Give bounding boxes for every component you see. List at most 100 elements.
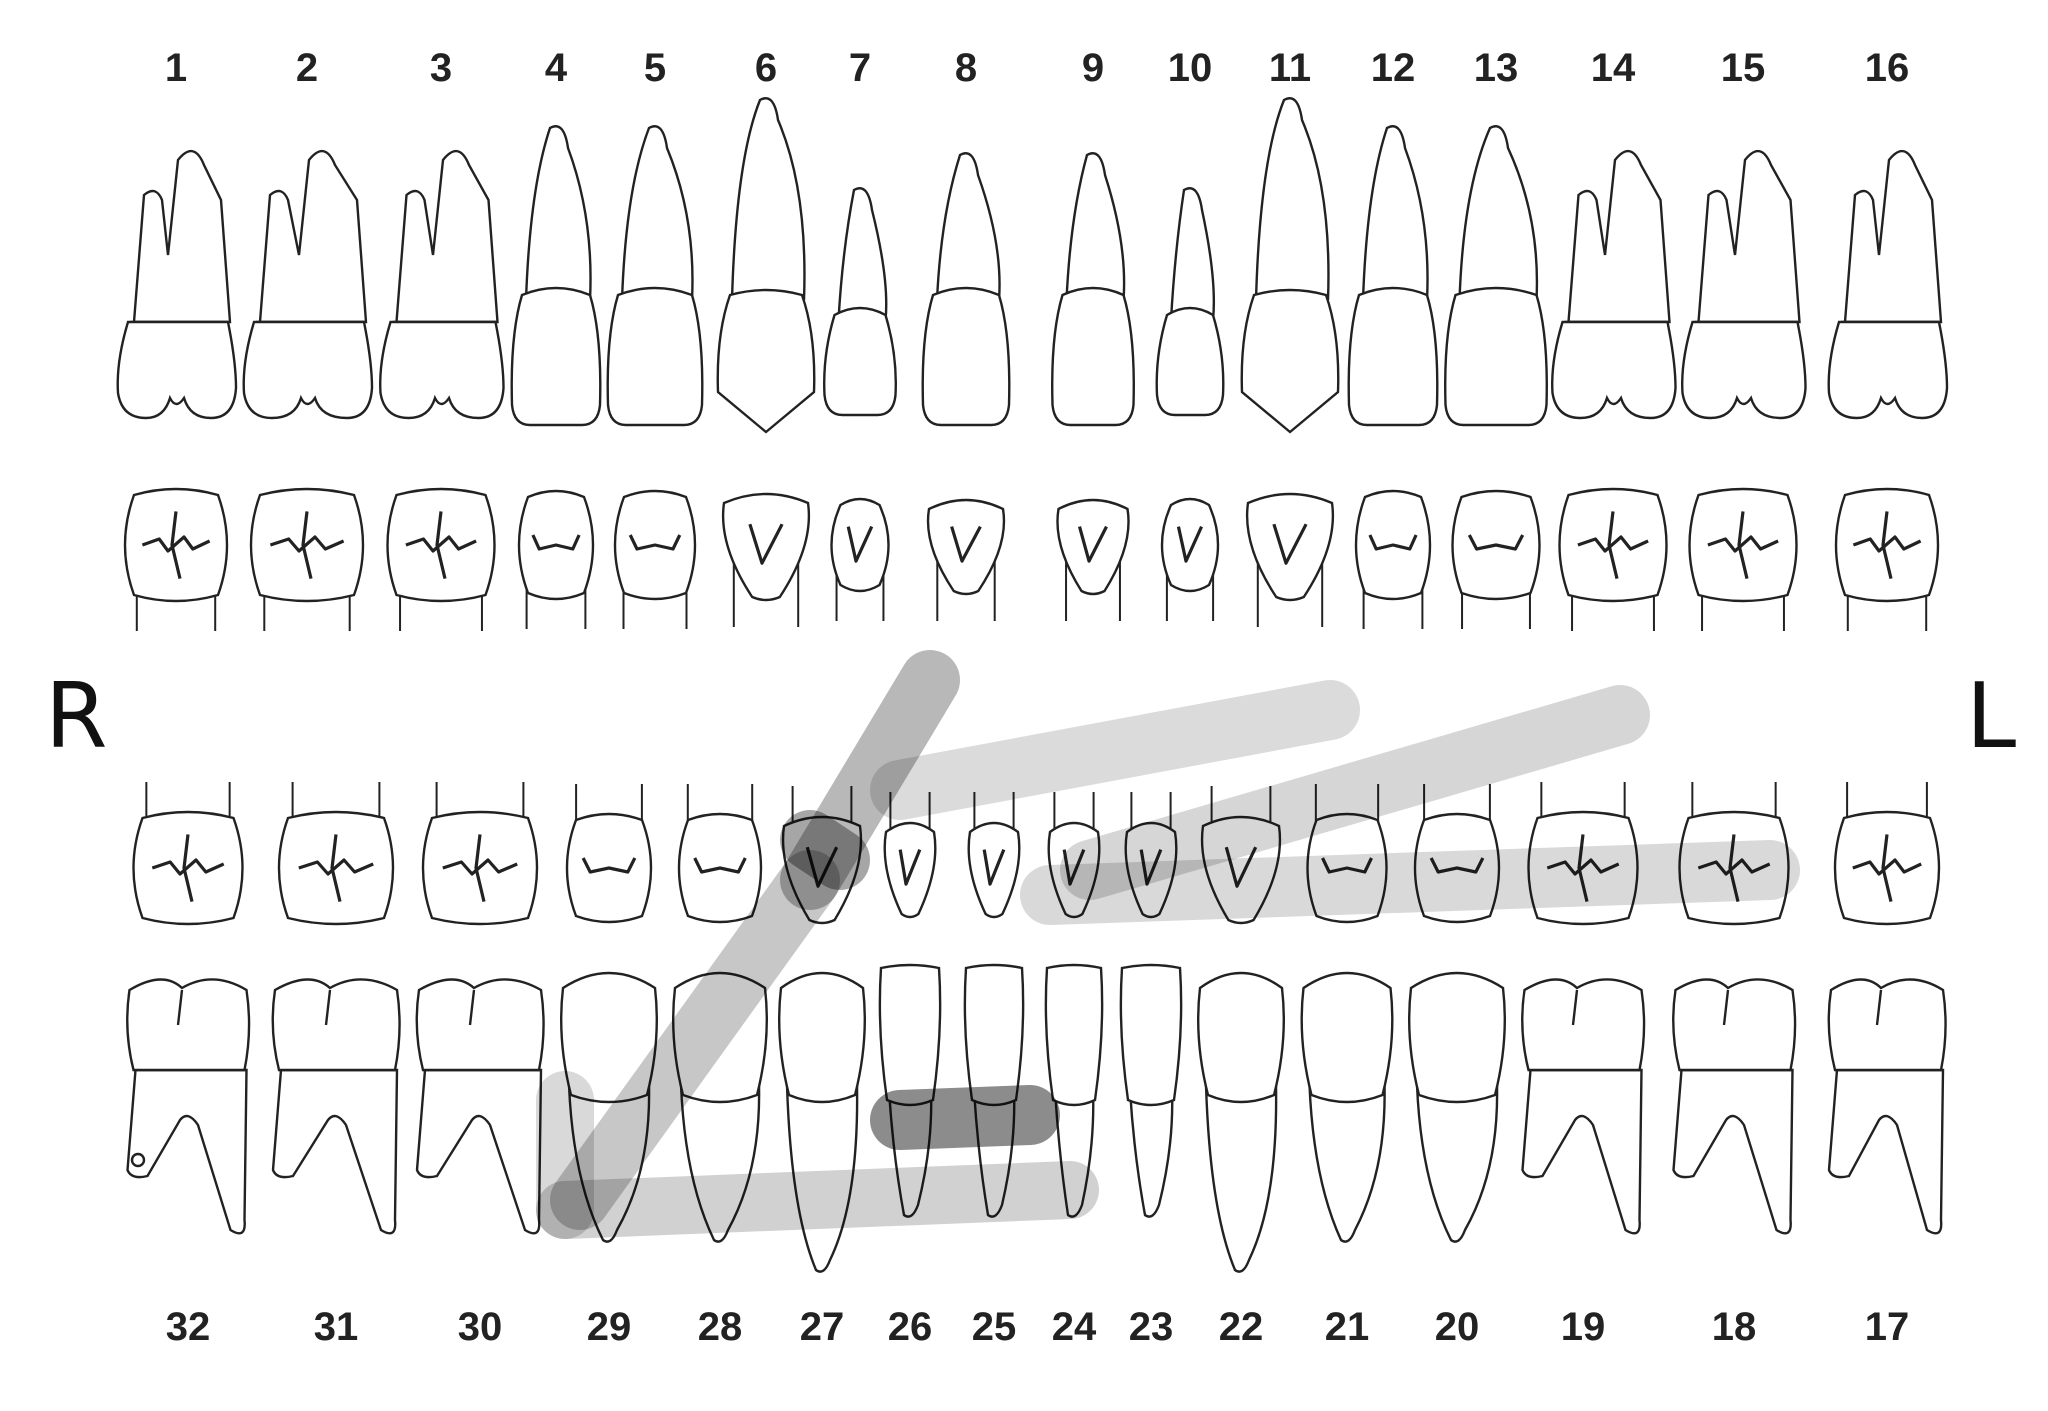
root: [1458, 125, 1539, 301]
upper-occlusal-12: [1354, 489, 1432, 629]
lower-occlusal-22: [1200, 786, 1282, 925]
crown: [1444, 286, 1548, 427]
occlusal-outline: [926, 498, 1006, 596]
root: [1254, 97, 1330, 301]
root: [395, 150, 499, 324]
groove: [1368, 534, 1418, 551]
tooth-number-22: 22: [1218, 1305, 1264, 1349]
upper-tooth-15: [1681, 150, 1807, 420]
tooth-number-12: 12: [1370, 46, 1416, 90]
upper-occlusal-14: [1558, 487, 1668, 631]
lower-occlusal-18: [1678, 782, 1790, 926]
lower-occlusal-27: [781, 786, 863, 925]
root: [1361, 125, 1429, 301]
tooth-number-4: 4: [544, 46, 568, 90]
root: [1415, 1084, 1499, 1243]
root: [126, 1068, 248, 1235]
root: [1672, 1068, 1794, 1235]
upper-tooth-12: [1347, 125, 1439, 427]
crown: [271, 978, 401, 1072]
upper-occlusal-10: [1160, 497, 1220, 621]
tooth-number-19: 19: [1560, 1305, 1606, 1349]
lower-occlusal-32: [132, 782, 244, 926]
root: [1827, 1068, 1945, 1235]
crown: [1347, 286, 1439, 427]
left-side-label: L: [1966, 664, 2017, 769]
crown: [126, 978, 251, 1072]
shading-stroke-long-upper: [870, 680, 1360, 820]
upper-tooth-16: [1827, 150, 1949, 420]
lower-tooth-23: [1119, 963, 1183, 1218]
occlusal-outline: [1160, 497, 1220, 593]
groove: [1176, 525, 1204, 563]
root: [132, 150, 232, 324]
groove: [1852, 511, 1922, 579]
crown: [560, 971, 658, 1104]
groove: [1224, 846, 1258, 888]
upper-occlusal-7: [830, 497, 890, 621]
groove: [269, 511, 345, 579]
groove: [1467, 534, 1525, 551]
crown: [415, 978, 545, 1072]
crown: [878, 963, 942, 1107]
root: [1169, 187, 1216, 321]
crown: [1672, 978, 1797, 1072]
upper-tooth-2: [242, 150, 374, 420]
tooth-number-16: 16: [1864, 46, 1910, 90]
groove: [1546, 834, 1620, 902]
crown: [1197, 971, 1285, 1104]
shading-stroke-diagonal-lower: [550, 850, 840, 1230]
shading-stroke-dark-spot: [870, 1085, 1060, 1150]
tooth-number-20: 20: [1434, 1305, 1480, 1349]
tooth-number-7: 7: [848, 46, 872, 90]
shading-stroke-bottom: [536, 1161, 1099, 1239]
root: [679, 1084, 761, 1243]
crown: [1300, 971, 1394, 1104]
tooth-number-30: 30: [457, 1305, 503, 1349]
tooth-number-27: 27: [799, 1305, 845, 1349]
crown: [1827, 320, 1949, 420]
root: [1521, 1068, 1643, 1235]
crown: [672, 971, 768, 1104]
tooth-number-29: 29: [586, 1305, 632, 1349]
upper-tooth-3: [379, 150, 505, 420]
upper-occlusal-6: [721, 492, 811, 627]
tooth-number-1: 1: [164, 46, 188, 90]
crown-groove: [324, 989, 332, 1026]
root: [1128, 1089, 1174, 1218]
groove: [982, 849, 1006, 886]
lower-occlusal-28: [677, 784, 763, 924]
upper-tooth-10: [1155, 187, 1225, 417]
groove: [1062, 849, 1086, 886]
tooth-number-9: 9: [1081, 46, 1105, 90]
lower-occlusal-17: [1833, 782, 1941, 926]
crown: [116, 320, 238, 420]
lower-tooth-30: [415, 978, 545, 1235]
crown: [1551, 320, 1677, 420]
root: [271, 1068, 399, 1235]
lower-occlusal-26: [883, 792, 937, 919]
lower-occlusal-21: [1306, 784, 1388, 924]
root: [1567, 150, 1671, 324]
lower-tooth-24: [1044, 963, 1104, 1218]
tooth-number-5: 5: [643, 46, 667, 90]
lower-tooth-25: [963, 963, 1025, 1218]
root: [730, 97, 806, 301]
lower-tooth-28: [672, 971, 768, 1243]
groove: [581, 857, 637, 874]
crown-groove: [1875, 989, 1883, 1026]
tooth-number-8: 8: [954, 46, 978, 90]
crown: [1240, 288, 1340, 434]
crown: [1044, 963, 1104, 1107]
lower-tooth-32: [126, 978, 251, 1235]
root: [785, 1084, 859, 1273]
groove: [151, 834, 225, 902]
groove: [805, 846, 839, 888]
lower-occlusal-29: [565, 784, 653, 924]
groove: [531, 534, 581, 551]
lower-tooth-27: [778, 971, 866, 1273]
root: [837, 187, 888, 321]
root: [415, 1068, 543, 1235]
crown: [1051, 286, 1135, 427]
